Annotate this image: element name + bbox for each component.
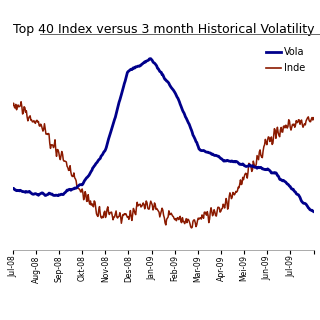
- Legend: Vola, Inde: Vola, Inde: [262, 43, 309, 77]
- Text: Top 40 Index versus 3 month Historical Volatility: Top 40 Index versus 3 month Historical V…: [13, 23, 314, 36]
